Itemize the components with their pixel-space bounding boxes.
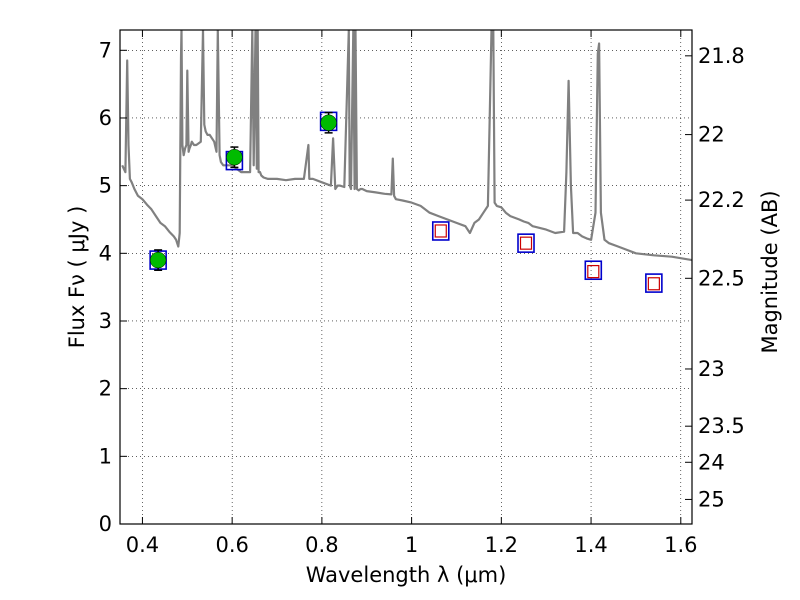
x-tick-label: 0.8	[305, 533, 338, 557]
mag-tick-label: 22.2	[698, 188, 745, 212]
plot-frame	[119, 29, 693, 525]
x-axis-label: Wavelength λ (μm)	[306, 563, 507, 587]
x-tick-label: 0.6	[215, 533, 248, 557]
mag-tick-label: 23	[698, 357, 725, 381]
y-axis-label-right: Magnitude (AB)	[758, 190, 782, 353]
model-photometry-point	[584, 260, 603, 281]
x-tick-label: 1.2	[485, 533, 518, 557]
y-tick-label: 7	[99, 38, 112, 62]
y-axis-label: Flux Fν ( μJy )	[65, 206, 89, 349]
data-group	[121, 30, 692, 293]
y-tick-label: 0	[99, 512, 112, 536]
mag-tick-label: 22.5	[698, 266, 745, 290]
model-photometry-point	[517, 233, 535, 253]
y-tick-label: 6	[99, 106, 112, 130]
mag-tick-label: 24	[698, 450, 725, 474]
x-tick-label: 0.4	[126, 533, 159, 557]
upper-limit-point	[587, 264, 600, 279]
model-photometry-point	[645, 273, 663, 293]
observed-point	[149, 251, 167, 269]
spectrum-line	[121, 30, 692, 262]
mag-tick-label: 21.8	[698, 44, 745, 68]
upper-limit-point	[434, 224, 447, 238]
observed-point	[226, 148, 243, 166]
upper-limit-point	[519, 236, 533, 250]
y-tick-label: 4	[99, 241, 112, 265]
mag-tick-label: 22	[698, 123, 725, 147]
y-tick-label: 3	[99, 309, 112, 333]
model-photometry-point	[431, 221, 450, 241]
data-layer	[121, 30, 692, 293]
x-tick-label: 1	[405, 533, 418, 557]
mag-tick-label: 23.5	[698, 414, 745, 438]
mag-tick-label: 25	[698, 487, 725, 511]
observed-point	[320, 114, 337, 131]
upper-limit-point	[647, 277, 660, 291]
y-tick-label: 5	[99, 174, 112, 198]
y-tick-label: 2	[99, 377, 112, 401]
x-tick-label: 1.6	[664, 533, 697, 557]
y-tick-label: 1	[99, 444, 112, 468]
x-tick-label: 1.4	[574, 533, 607, 557]
